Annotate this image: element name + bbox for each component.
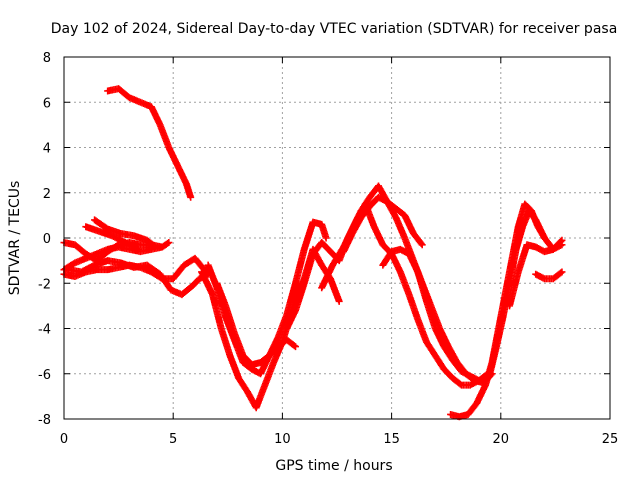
y-axis-label: SDTVAR / TECUs bbox=[7, 181, 23, 296]
series-arc-6 bbox=[91, 216, 160, 251]
y-tick-label: 6 bbox=[43, 96, 51, 111]
data-point-marker bbox=[187, 193, 195, 201]
series-arc-2 bbox=[60, 243, 166, 274]
data-point-marker bbox=[322, 234, 330, 242]
series-arc-18 bbox=[532, 268, 566, 283]
data-point-marker bbox=[557, 237, 565, 245]
y-tick-label: -6 bbox=[38, 368, 51, 383]
x-tick-labels: 0 5 10 15 20 25 bbox=[60, 432, 618, 447]
y-tick-label: 0 bbox=[43, 232, 51, 247]
data-point-marker bbox=[335, 297, 343, 305]
data-point-marker bbox=[558, 268, 566, 276]
y-tick-label: -2 bbox=[38, 277, 51, 292]
series-arc-14 bbox=[379, 245, 492, 385]
y-tick-label: -4 bbox=[38, 323, 51, 338]
x-tick-label: 25 bbox=[602, 432, 619, 447]
series-arc-17 bbox=[506, 236, 566, 310]
data-point-marker bbox=[164, 239, 172, 247]
data-point-marker bbox=[134, 245, 142, 253]
x-tick-label: 10 bbox=[274, 432, 291, 447]
data-point-marker bbox=[557, 269, 565, 277]
chart-title: Day 102 of 2024, Sidereal Day-to-day VTE… bbox=[51, 21, 618, 37]
y-tick-labels: -8 -6 -4 -2 0 2 4 6 8 bbox=[38, 51, 51, 428]
series-arc-5 bbox=[82, 223, 142, 253]
data-point-marker bbox=[558, 236, 566, 244]
data-point-marker bbox=[290, 342, 298, 350]
y-tick-label: 2 bbox=[43, 187, 51, 202]
series-arc-13 bbox=[340, 193, 426, 256]
data-point-marker bbox=[152, 243, 160, 251]
data-point-marker bbox=[418, 241, 426, 249]
x-tick-label: 5 bbox=[169, 432, 177, 447]
series-arc-10 bbox=[213, 279, 300, 369]
y-tick-label: 4 bbox=[43, 142, 51, 157]
data-point-marker bbox=[150, 242, 158, 250]
data-point-marker bbox=[417, 240, 425, 248]
x-axis-label: GPS time / hours bbox=[275, 458, 392, 474]
data-series bbox=[60, 85, 566, 421]
y-tick-label: 8 bbox=[43, 51, 51, 66]
x-tick-label: 0 bbox=[60, 432, 68, 447]
axis-ticks bbox=[63, 56, 611, 420]
x-tick-label: 20 bbox=[493, 432, 510, 447]
series-arc-7 bbox=[104, 85, 195, 201]
x-tick-label: 15 bbox=[383, 432, 400, 447]
data-point-marker bbox=[165, 239, 173, 247]
data-point-marker bbox=[158, 243, 166, 251]
grid-lines bbox=[64, 57, 610, 419]
data-point-marker bbox=[292, 343, 300, 351]
y-tick-label: -8 bbox=[38, 413, 51, 428]
